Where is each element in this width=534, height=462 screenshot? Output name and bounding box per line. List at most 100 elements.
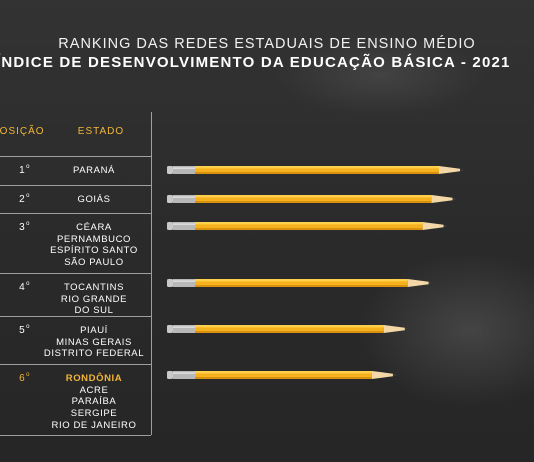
pencil-body-highlight	[195, 325, 384, 328]
pencil-bar	[167, 371, 398, 379]
state-name: SERGIPE	[70, 408, 118, 420]
pencil-wood-tip	[431, 195, 453, 203]
pencil-lead	[452, 197, 458, 201]
rank-number: 4	[19, 282, 26, 293]
pencil-ferrule	[173, 222, 195, 230]
pencil-ferrule-highlight	[173, 223, 195, 225]
state-list: PARANÁ	[40, 165, 148, 177]
pencil-body-shadow	[195, 285, 408, 287]
rank-ordinal-suffix: o	[26, 281, 30, 287]
state-name: SÃO PAULO	[64, 257, 124, 269]
rank-position: 2o	[8, 193, 30, 205]
pencil-ferrule-highlight	[173, 372, 195, 374]
pencil-body	[195, 325, 384, 333]
state-name: CÉARA	[76, 222, 112, 233]
pencil-body-shadow	[195, 377, 372, 379]
pencil-lead	[404, 327, 410, 331]
state-name: RIO GRANDE	[60, 293, 128, 305]
rank-position: 3o	[8, 221, 30, 233]
pencil-body	[195, 279, 408, 287]
pencil-body	[195, 166, 439, 174]
pencil-wood-tip	[407, 279, 429, 287]
pencil-ferrule-highlight	[173, 280, 195, 282]
row-divider	[0, 435, 151, 436]
pencil-eraser	[167, 195, 173, 203]
pencil-body-shadow	[195, 228, 423, 230]
pencil-lead	[428, 281, 434, 285]
rank-number: 2	[19, 194, 26, 205]
rank-number: 1	[19, 165, 26, 176]
rank-position: 6o	[8, 372, 30, 384]
row-divider	[0, 213, 151, 214]
pencil-ferrule-highlight	[173, 167, 195, 169]
state-name: PIAUÍ	[80, 325, 108, 336]
pencil-lead	[392, 373, 398, 377]
column-header-state: ESTADO	[77, 126, 125, 137]
pencil-eraser	[167, 166, 173, 174]
pencil-body-highlight	[195, 371, 372, 374]
pencil-bar	[167, 279, 434, 287]
rank-ordinal-suffix: o	[26, 324, 30, 330]
state-name: DO SUL	[74, 305, 114, 317]
pencil-body-shadow	[195, 331, 384, 333]
row-divider	[0, 316, 151, 317]
chart-subtitle: ÍNDICE DE DESENVOLVIMENTO DA EDUCAÇÃO BÁ…	[0, 54, 511, 71]
pencil-eraser	[167, 325, 173, 333]
pencil-wood-tip	[422, 222, 444, 230]
pencil-bar	[167, 325, 410, 333]
state-name: ESPÍRITO SANTO	[50, 245, 138, 257]
row-divider	[0, 273, 151, 274]
rank-ordinal-suffix: o	[26, 164, 30, 170]
state-list: RONDÔNIA ACRE PARAÍBA SERGIPE RIO DE JANEIRO	[40, 373, 148, 432]
pencil-ferrule	[173, 166, 195, 174]
pencil-ferrule	[173, 371, 195, 379]
pencil-wood-tip	[383, 325, 405, 333]
state-name: RIO DE JANEIRO	[51, 419, 137, 431]
rank-position: 4o	[8, 281, 30, 293]
rank-number: 3	[19, 222, 26, 233]
state-name: TOCANTINS	[63, 282, 125, 293]
state-list: GOIÁS	[40, 194, 148, 206]
pencil-bar	[167, 222, 449, 230]
pencil-ferrule	[173, 195, 195, 203]
pencil-body-shadow	[195, 201, 432, 203]
pencil-eraser	[167, 279, 173, 287]
pencil-eraser	[167, 371, 173, 379]
pencil-ferrule	[173, 279, 195, 287]
pencil-body	[195, 222, 423, 230]
pencil-body-highlight	[195, 279, 408, 282]
pencil-bar	[167, 195, 458, 203]
state-name: PARANÁ	[73, 165, 115, 176]
state-list: PIAUÍ MINAS GERAIS DISTRITO FEDERAL	[40, 325, 148, 360]
column-divider	[151, 112, 152, 435]
rank-position: 5o	[8, 324, 30, 336]
rank-ordinal-suffix: o	[26, 221, 30, 227]
rank-position: 1o	[8, 164, 30, 176]
row-divider	[0, 364, 151, 365]
pencil-body-highlight	[195, 195, 432, 198]
state-name: ACRE	[79, 384, 109, 396]
column-header-position: POSIÇÃO	[0, 126, 45, 137]
pencil-wood-tip	[439, 166, 460, 174]
pencil-lead	[460, 168, 465, 172]
pencil-body-highlight	[195, 166, 439, 169]
state-list: CÉARA PERNAMBUCO ESPÍRITO SANTO SÃO PAULO	[40, 222, 148, 269]
state-list: TOCANTINS RIO GRANDE DO SUL	[40, 282, 148, 317]
state-name: PERNAMBUCO	[56, 233, 132, 245]
pencil-body-highlight	[195, 222, 423, 225]
pencil-lead	[443, 224, 449, 228]
rank-number: 6	[19, 373, 26, 384]
state-name: DISTRITO FEDERAL	[43, 348, 145, 360]
rank-ordinal-suffix: o	[26, 372, 30, 378]
pencil-eraser	[167, 222, 173, 230]
pencil-wood-tip	[371, 371, 393, 379]
rank-ordinal-suffix: o	[26, 193, 30, 199]
chart-title: RANKING DAS REDES ESTADUAIS DE ENSINO MÉ…	[58, 36, 476, 52]
state-name: MINAS GERAIS	[56, 336, 132, 348]
row-divider	[0, 156, 151, 157]
row-divider	[0, 185, 151, 186]
pencil-body	[195, 195, 432, 203]
pencil-body	[195, 371, 372, 379]
